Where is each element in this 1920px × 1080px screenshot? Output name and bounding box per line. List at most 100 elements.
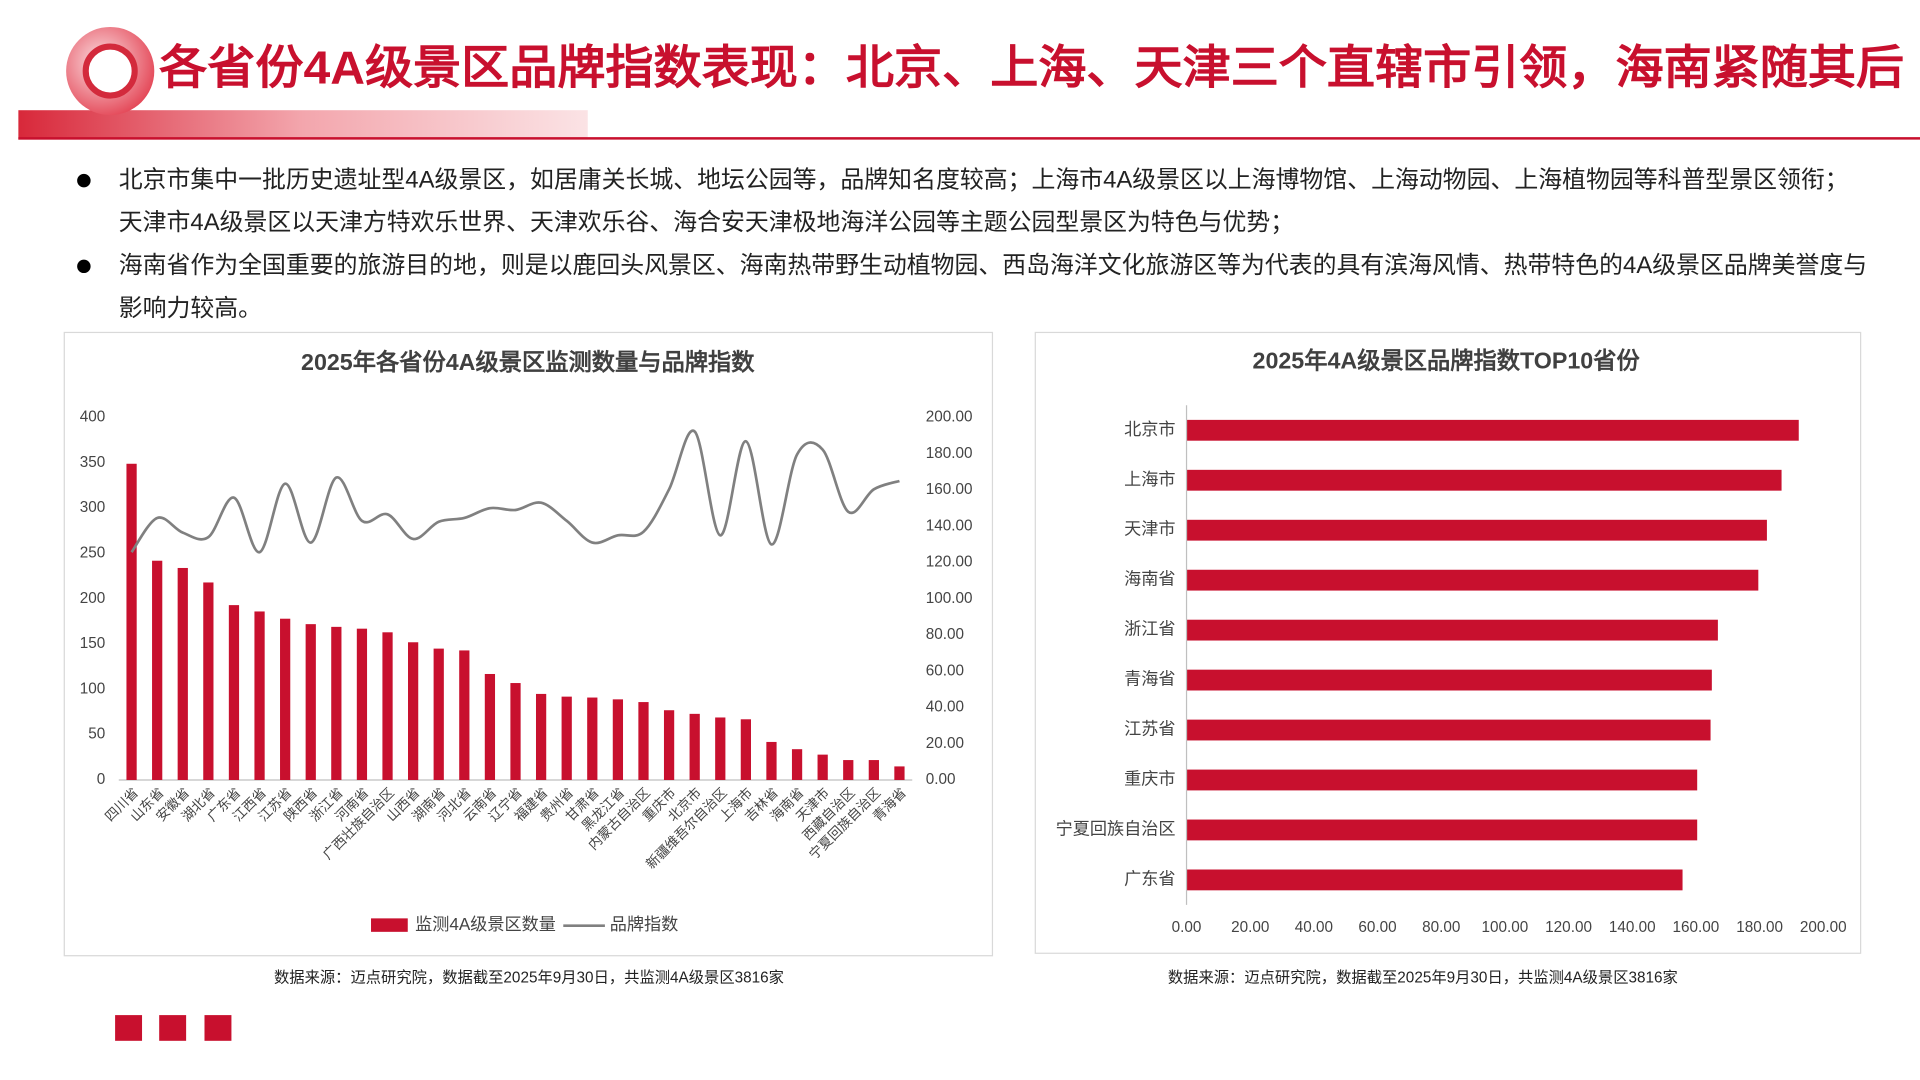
bar [715,717,726,780]
legend-swatch [371,918,408,932]
bar [791,749,803,780]
legend-label: 监测4A级景区数量 [415,914,556,934]
bar [356,628,368,780]
x-tick-label: 120.00 [1545,919,1592,936]
x-tick-label: 40.00 [1295,919,1333,936]
y-tick-label: 200 [80,590,106,607]
y-tick-label: 青海省 [1124,669,1175,689]
bar [535,693,547,780]
bar [459,650,470,780]
bullet-list: 北京市集中一批历史遗址型4A级景区，如居庸关长城、地坛公园等，品牌知名度较高；上… [67,159,1867,330]
y-tick-label: 0 [97,771,106,788]
bar [305,624,316,780]
y-tick-label: 浙江省 [1124,619,1175,639]
y2-tick-label: 40.00 [926,699,964,716]
y2-tick-label: 80.00 [926,626,964,643]
legend-label: 品牌指数 [610,914,678,934]
x-tick-label: 0.00 [1172,919,1202,936]
bar [817,754,828,780]
chart-panel [63,331,994,957]
index-line [130,429,900,554]
bullet: 北京市集中一批历史遗址型4A级景区，如居庸关长城、地坛公园等，品牌知名度较高；上… [67,159,1867,245]
y-tick-label: 350 [80,454,106,471]
y-tick-label: 江苏省 [1124,719,1175,739]
bar [1186,869,1683,891]
bar [561,696,572,780]
bar [228,605,240,780]
y-tick-label: 400 [80,409,106,426]
bar [1186,569,1759,591]
bullets: 北京市集中一批历史遗址型4A级景区，如居庸关长城、地坛公园等，品牌知名度较高；上… [67,159,1867,330]
y2-tick-label: 200.00 [926,409,973,426]
bar [689,713,700,780]
footer-square [204,1015,232,1041]
y2-tick-label: 0.00 [926,771,956,788]
x-tick-label: 140.00 [1609,919,1656,936]
y-tick-label: 北京市 [1124,419,1175,439]
x-tick-label: 200.00 [1800,919,1847,936]
bar [433,648,444,780]
y-tick-label: 150 [80,635,106,652]
y-tick-label: 250 [80,545,106,562]
bar [177,567,188,780]
bar [638,702,649,780]
y-tick-label: 重庆市 [1124,769,1175,789]
bar [408,642,419,780]
bar [894,766,905,780]
slide-title: 各省份4A级景区品牌指数表现：北京、上海、天津三个直辖市引领，海南紧随其后 [159,41,1904,93]
y2-tick-label: 100.00 [926,590,973,607]
y-tick-label: 广东省 [1124,868,1175,888]
chart-title: 2025年4A级景区品牌指数TOP10省份 [1253,348,1641,374]
bar [484,673,496,780]
x-tick-label: 80.00 [1422,919,1460,936]
bar [663,710,675,780]
bar [203,582,214,780]
bar [1186,419,1799,441]
bar [1186,469,1782,491]
y-tick-label: 海南省 [1124,569,1175,589]
bar [126,463,137,780]
y2-tick-label: 60.00 [926,662,964,679]
footer-square [115,1015,143,1041]
y2-tick-label: 160.00 [926,481,973,498]
y-tick-label: 100 [80,680,106,697]
bar [843,760,854,780]
bar [254,611,265,780]
bar [382,632,393,780]
bar [1186,719,1711,741]
header-ornament-inner [82,43,138,99]
source-note: 数据来源：迈点研究院，数据截至2025年9月30日，共监测4A级景区3816家 [1168,968,1678,986]
bar [1186,519,1767,541]
source-note: 数据来源：迈点研究院，数据截至2025年9月30日，共监测4A级景区3816家 [274,968,784,986]
x-tick-label: 60.00 [1358,919,1396,936]
bar [766,741,777,780]
bar [587,697,598,780]
bar [280,618,291,780]
chart-panel [1034,331,1862,954]
x-tick-label: 100.00 [1481,919,1528,936]
bar [1186,669,1712,691]
bar [1186,769,1698,791]
footer-square [159,1015,187,1041]
y-tick-label: 50 [88,726,105,743]
bar [510,683,521,780]
y-tick-label: 300 [80,499,106,516]
bar [1186,619,1718,641]
y2-tick-label: 120.00 [926,554,973,571]
header-band [18,110,588,140]
y-tick-label: 天津市 [1124,519,1175,539]
y2-tick-label: 20.00 [926,735,964,752]
y2-tick-label: 180.00 [926,445,973,462]
x-tick-label: 160.00 [1673,919,1720,936]
bullet: 海南省作为全国重要的旅游目的地，则是以鹿回头风景区、海南热带野生动植物园、西岛海… [67,245,1867,331]
chart-title: 2025年各省份4A级景区监测数量与品牌指数 [301,349,755,375]
bar [868,760,879,780]
y2-tick-label: 140.00 [926,517,973,534]
bar [1186,819,1698,841]
x-tick-label: 20.00 [1231,919,1269,936]
bar [740,719,751,780]
bar [152,560,163,780]
bar [331,626,342,780]
